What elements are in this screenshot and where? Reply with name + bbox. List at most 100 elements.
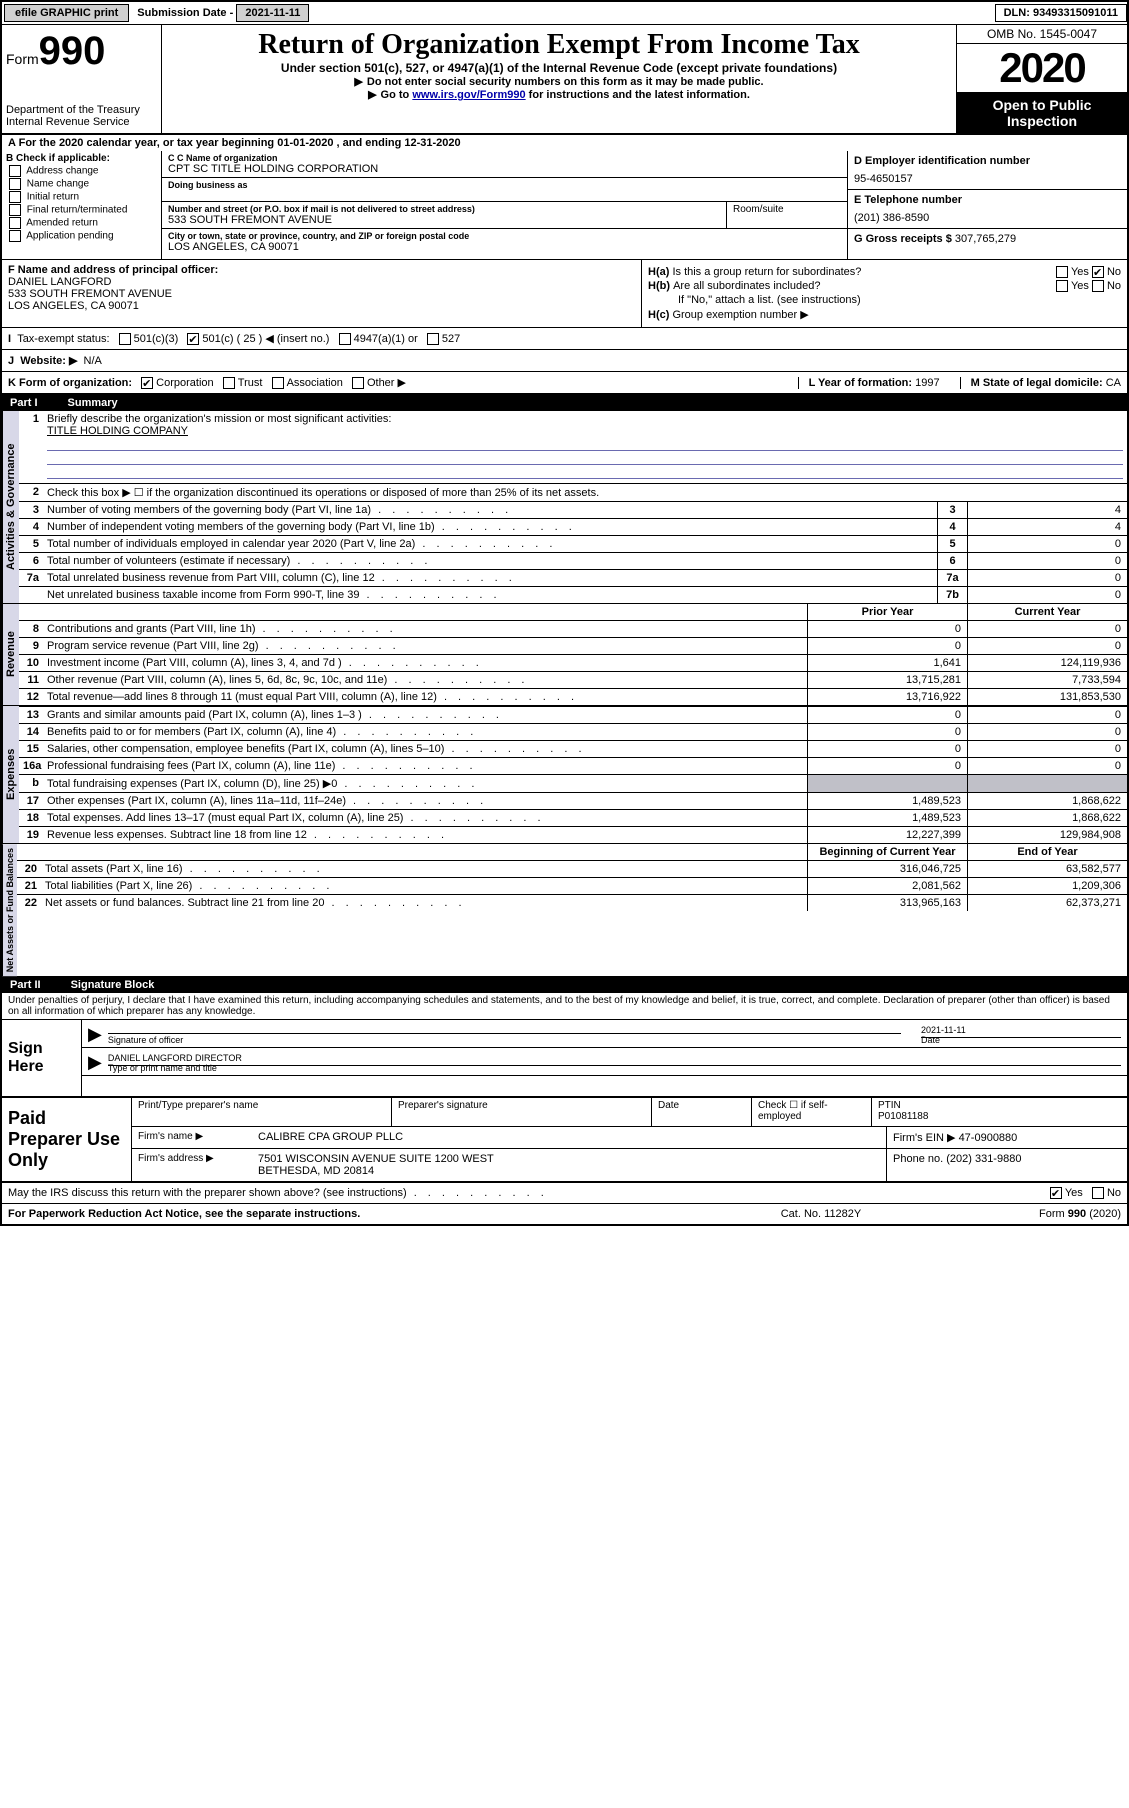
summary-row: 12Total revenue—add lines 8 through 11 (… (19, 688, 1127, 705)
subtitle: Under section 501(c), 527, or 4947(a)(1)… (168, 61, 950, 75)
hb-yes-checkbox[interactable] (1056, 280, 1068, 292)
part1-header: Part ISummary (2, 395, 1127, 411)
signature-date: 2021-11-11Date (921, 1037, 1121, 1045)
summary-row: 11Other revenue (Part VIII, column (A), … (19, 671, 1127, 688)
department: Department of the Treasury Internal Reve… (6, 104, 157, 128)
summary-row: 16aProfessional fundraising fees (Part I… (19, 757, 1127, 774)
top-bar: efile GRAPHIC print Submission Date - 20… (2, 2, 1127, 25)
527-checkbox[interactable] (427, 333, 439, 345)
org-name-cell: C C Name of organization CPT SC TITLE HO… (162, 151, 847, 178)
part2-header: Part IISignature Block (2, 977, 1127, 993)
phone-cell: E Telephone number (201) 386-8590 (848, 190, 1127, 229)
501c3-checkbox[interactable] (119, 333, 131, 345)
firm-name-label: Firm's name ▶ (132, 1127, 252, 1148)
state-domicile: M State of legal domicile: CA (960, 377, 1121, 389)
form-number: Form990 (6, 29, 157, 74)
q2: Check this box ▶ ☐ if the organization d… (43, 484, 1127, 501)
sectB-option[interactable]: Amended return (6, 217, 157, 229)
officer-name: DANIEL LANGFORD DIRECTORType or print na… (108, 1065, 1121, 1073)
sectB-option[interactable]: Final return/terminated (6, 204, 157, 216)
room-suite-cell: Room/suite (727, 202, 847, 228)
501c-checkbox[interactable] (187, 333, 199, 345)
ha-yes-checkbox[interactable] (1056, 266, 1068, 278)
summary-row: 6Total number of volunteers (estimate if… (19, 552, 1127, 569)
h-c: H(c) Group exemption number ▶ (648, 308, 1121, 321)
line-a: A For the 2020 calendar year, or tax yea… (2, 135, 1127, 151)
section-b-to-g: B Check if applicable: Address change Na… (2, 151, 1127, 260)
summary-row: 20Total assets (Part X, line 16)316,046,… (17, 860, 1127, 877)
summary-row: 21Total liabilities (Part X, line 26)2,0… (17, 877, 1127, 894)
summary-row: 7aTotal unrelated business revenue from … (19, 569, 1127, 586)
ein-cell: D Employer identification number 95-4650… (848, 151, 1127, 190)
summary-row: 8Contributions and grants (Part VIII, li… (19, 620, 1127, 637)
principal-officer: F Name and address of principal officer:… (2, 260, 642, 327)
line-j: J Website: ▶ N/A (2, 350, 1127, 372)
summary-row: Net unrelated business taxable income fr… (19, 586, 1127, 603)
trust-checkbox[interactable] (223, 377, 235, 389)
instruction-1: Do not enter social security numbers on … (168, 75, 950, 88)
sectB-option[interactable]: Application pending (6, 230, 157, 242)
gross-receipts-cell: G Gross receipts $ 307,765,279 (848, 229, 1127, 259)
header: Form990 Department of the Treasury Inter… (2, 25, 1127, 135)
h-a: H(a) Is this a group return for subordin… (648, 266, 1121, 278)
perjury-statement: Under penalties of perjury, I declare th… (2, 993, 1127, 1020)
sectB-option[interactable]: Address change (6, 165, 157, 177)
sectB-option[interactable]: Initial return (6, 191, 157, 203)
street-address-cell: Number and street (or P.O. box if mail i… (162, 202, 727, 228)
open-to-public-badge: Open to Public Inspection (957, 93, 1127, 133)
h-b: H(b) Are all subordinates included?Yes N… (648, 280, 1121, 292)
4947-checkbox[interactable] (339, 333, 351, 345)
assoc-checkbox[interactable] (272, 377, 284, 389)
section-b-label: B Check if applicable: (6, 153, 157, 164)
signature-arrow-icon: ▶ (88, 1024, 102, 1045)
discuss-no-checkbox[interactable] (1092, 1187, 1104, 1199)
line-i: I Tax-exempt status: 501(c)(3) 501(c) ( … (2, 328, 1127, 350)
corp-checkbox[interactable] (141, 377, 153, 389)
dba-cell: Doing business as (162, 178, 847, 202)
expenses-label: Expenses (2, 706, 19, 843)
efile-button[interactable]: efile GRAPHIC print (4, 4, 129, 22)
q1: Briefly describe the organization's miss… (43, 411, 1127, 483)
city-cell: City or town, state or province, country… (162, 229, 847, 255)
end-year-header: End of Year (967, 844, 1127, 860)
self-employed-check: Check ☐ if self-employed (752, 1098, 872, 1126)
firm-ein: Firm's EIN ▶ 47-0900880 (887, 1127, 1127, 1148)
name-arrow-icon: ▶ (88, 1052, 102, 1073)
year-formation: L Year of formation: 1997 (798, 377, 940, 389)
firm-address: 7501 WISCONSIN AVENUE SUITE 1200 WEST BE… (252, 1149, 887, 1181)
preparer-sig-label: Preparer's signature (392, 1098, 652, 1126)
firm-phone: Phone no. (202) 331-9880 (887, 1149, 1127, 1181)
sectB-option[interactable]: Name change (6, 178, 157, 190)
other-checkbox[interactable] (352, 377, 364, 389)
ha-no-checkbox[interactable] (1092, 266, 1104, 278)
preparer-name-label: Print/Type preparer's name (132, 1098, 392, 1126)
summary-row: 13Grants and similar amounts paid (Part … (19, 706, 1127, 723)
prior-year-header: Prior Year (807, 604, 967, 620)
summary-row: 9Program service revenue (Part VIII, lin… (19, 637, 1127, 654)
ptin-cell: PTINP01081188 (872, 1098, 1127, 1126)
summary-row: 3Number of voting members of the governi… (19, 501, 1127, 518)
preparer-date-label: Date (652, 1098, 752, 1126)
firm-name: CALIBRE CPA GROUP PLLC (252, 1127, 887, 1148)
omb-number: OMB No. 1545-0047 (957, 25, 1127, 44)
activities-governance-label: Activities & Governance (2, 411, 19, 603)
summary-row: 10Investment income (Part VIII, column (… (19, 654, 1127, 671)
submission-date-label: Submission Date - 2021-11-11 (131, 5, 315, 21)
h-b-note: If "No," attach a list. (see instruction… (648, 294, 1121, 306)
discuss-yes-checkbox[interactable] (1050, 1187, 1062, 1199)
summary-row: 18Total expenses. Add lines 13–17 (must … (19, 809, 1127, 826)
section-f-h: F Name and address of principal officer:… (2, 260, 1127, 328)
summary-row: 4Number of independent voting members of… (19, 518, 1127, 535)
summary-row: 19Revenue less expenses. Subtract line 1… (19, 826, 1127, 843)
net-assets-label: Net Assets or Fund Balances (2, 844, 17, 976)
revenue-label: Revenue (2, 604, 19, 705)
tax-year: 2020 (957, 44, 1127, 93)
page-title: Return of Organization Exempt From Incom… (168, 29, 950, 61)
hb-no-checkbox[interactable] (1092, 280, 1104, 292)
form990-link[interactable]: www.irs.gov/Form990 (412, 89, 525, 101)
instruction-2: Go to www.irs.gov/Form990 for instructio… (168, 88, 950, 101)
dln: DLN: 93493315091011 (995, 4, 1127, 22)
summary-row: 17Other expenses (Part IX, column (A), l… (19, 792, 1127, 809)
page-footer: For Paperwork Reduction Act Notice, see … (2, 1204, 1127, 1224)
firm-address-label: Firm's address ▶ (132, 1149, 252, 1181)
